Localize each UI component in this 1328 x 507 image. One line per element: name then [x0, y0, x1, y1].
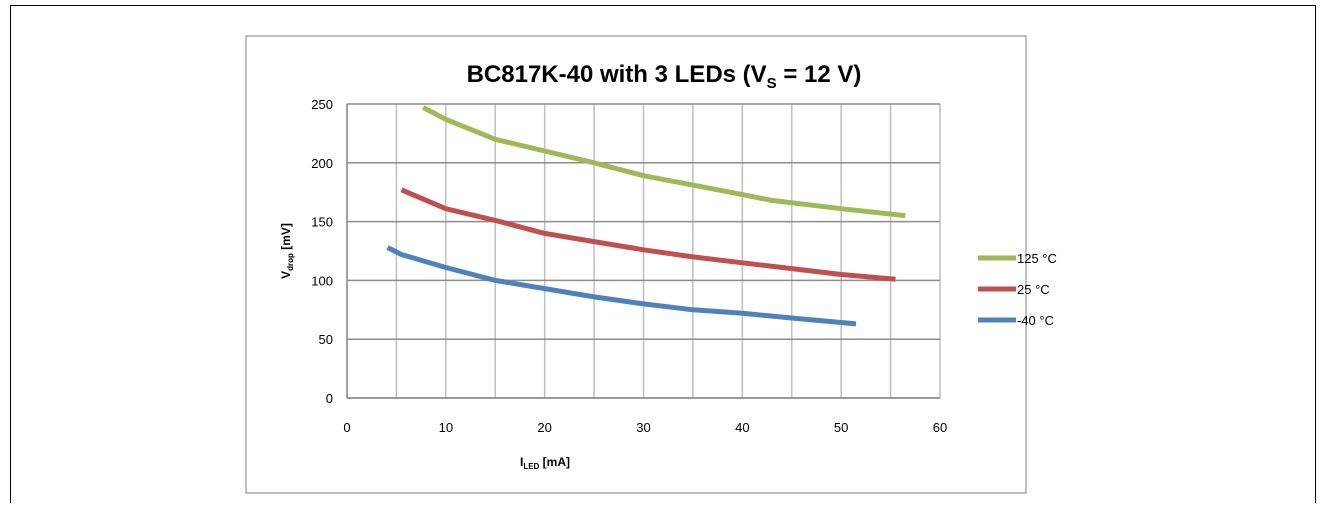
- x-tick-label: 50: [834, 420, 848, 435]
- x-tick-label: 10: [439, 420, 453, 435]
- y-tick-label: 200: [311, 156, 333, 171]
- chart-area-border: [245, 35, 1027, 494]
- y-tick-label: 0: [326, 391, 333, 406]
- series-line: [386, 245, 857, 327]
- series-line: [400, 187, 896, 282]
- y-tick-label: 150: [311, 215, 333, 230]
- x-tick-label: 40: [735, 420, 749, 435]
- x-tick-label: 60: [933, 420, 947, 435]
- y-tick-label: 50: [319, 332, 333, 347]
- legend-label: 25 °C: [1017, 282, 1050, 297]
- page-frame: [10, 5, 1316, 503]
- legend-label: 125 °C: [1017, 251, 1057, 266]
- x-tick-label: 20: [537, 420, 551, 435]
- series-lines: [386, 105, 906, 327]
- legend-label: -40 °C: [1017, 313, 1054, 328]
- chart-title: BC817K-40 with 3 LEDs (VS = 12 V): [467, 61, 862, 92]
- legend: 125 °C 25 °C -40 °C: [978, 251, 1057, 328]
- x-axis-label: ILED [mA]: [520, 455, 570, 471]
- y-tick-label: 100: [311, 273, 333, 288]
- x-tick-label: 0: [343, 420, 350, 435]
- tick-labels: 0 10 20 30 40 50 60 0 50 100 150 200 250: [311, 97, 947, 435]
- x-tick-label: 30: [636, 420, 650, 435]
- series-line: [421, 105, 906, 219]
- y-axis-label: Vdrop [mV]: [279, 223, 295, 279]
- y-tick-label: 250: [311, 97, 333, 112]
- grid: [346, 103, 941, 399]
